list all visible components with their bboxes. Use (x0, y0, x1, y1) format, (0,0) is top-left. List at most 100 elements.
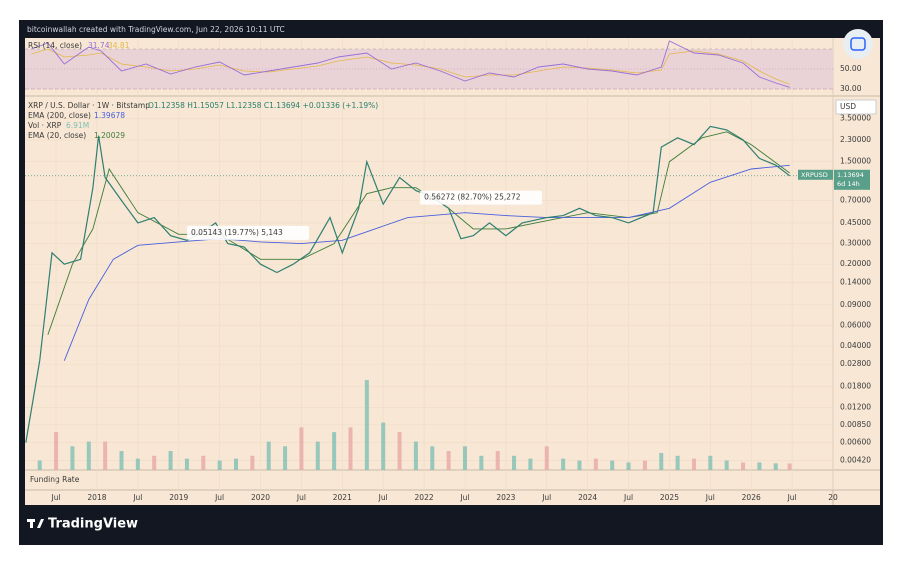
legend-value: 1.39678 (94, 111, 125, 120)
x-tick-label: Jul (623, 493, 633, 502)
volume-bar (233, 458, 238, 470)
rsi-line (31, 40, 790, 88)
volume-bar (757, 462, 762, 470)
rsi-band (25, 49, 833, 89)
volume-bar (103, 441, 108, 470)
ohlc: O1.12358 H1.15057 L1.12358 C1.13694 +0.0… (148, 101, 378, 110)
pane-label: Funding Rate (30, 475, 80, 484)
x-tick-label: Jul (787, 493, 797, 502)
volume-bar (168, 451, 173, 470)
volume-bar (691, 458, 696, 470)
volume-bar (528, 458, 533, 470)
volume-bar (348, 427, 353, 470)
x-tick-label: Jul (378, 493, 388, 502)
x-tick-label: Jul (132, 493, 142, 502)
volume-bar (217, 460, 222, 470)
volume-bar (659, 452, 664, 470)
rsi-name: RSI (14, close) (28, 41, 82, 50)
y-tick-label: 0.06000 (840, 320, 871, 329)
volume-bar (332, 432, 337, 470)
volume-bar (135, 458, 140, 470)
volume-bar (495, 451, 500, 470)
volume-bar (610, 460, 615, 470)
y-tick-label: 1.50000 (840, 157, 871, 166)
ema-line (47, 131, 790, 335)
volume-bar (250, 455, 255, 470)
volume-bar (413, 441, 418, 470)
currency[interactable]: USD (840, 102, 856, 111)
y-tick-label: 0.30000 (840, 239, 871, 248)
measure-box (187, 225, 310, 240)
measure-label: 0.05143 (19.77%) 5,143 (191, 228, 283, 237)
legend-value: 6.91M (66, 121, 89, 130)
volume-bar (724, 460, 729, 470)
countdown: 6d 14h (837, 180, 860, 188)
y-tick-label: 0.02800 (840, 359, 871, 368)
volume-bar (741, 462, 746, 470)
snapshot-icon (850, 37, 866, 51)
measure-label: 0.56272 (82.70%) 25,272 (424, 193, 521, 202)
legend-name: EMA (20, close) (28, 131, 86, 140)
legend-name: EMA (200, close) (28, 111, 91, 120)
logo-icon (27, 519, 44, 528)
y-tick-label: 0.20000 (840, 259, 871, 268)
volume-bar (512, 455, 517, 470)
last-price-symbol: XRPUSD (801, 171, 828, 179)
last-price-box (834, 169, 870, 190)
y-tick-label: 0.70000 (840, 195, 871, 204)
legend-value: 1.20029 (94, 131, 125, 140)
x-tick-label: Jul (705, 493, 715, 502)
volume-bar (642, 460, 647, 470)
volume-bar (397, 432, 402, 470)
ema-line (63, 164, 790, 361)
volume-bar (561, 458, 566, 470)
price-line (25, 125, 791, 443)
x-tick-label: Jul (459, 493, 469, 502)
snapshot-button[interactable] (843, 29, 873, 59)
y-tick-label: 0.45000 (840, 218, 871, 227)
logo: TradingView (48, 517, 138, 532)
volume-bar (37, 460, 42, 470)
currency-box[interactable] (835, 99, 877, 115)
x-tick-label: 2020 (251, 493, 270, 502)
y-tick-label: 0.00850 (840, 420, 871, 429)
y-tick-label: 3.50000 (840, 114, 871, 123)
y-tick-label: 0.09000 (840, 300, 871, 309)
x-tick-label: 2022 (415, 493, 434, 502)
last-price-value: 1.13694 (837, 171, 864, 179)
volume-bar (381, 422, 386, 470)
symbol-title: XRP / U.S. Dollar · 1W · Bitstamp (28, 101, 150, 110)
rsi-ma-value: 34.81 (108, 41, 130, 50)
volume-bar (201, 455, 206, 470)
volume-bar (462, 446, 467, 470)
x-tick-label: 2018 (87, 493, 106, 502)
volume-bar (577, 460, 582, 470)
rsi-value: 31.74 (88, 41, 110, 50)
volume-bar (299, 427, 304, 470)
volume-bar (430, 446, 435, 470)
x-tick-label: Jul (51, 493, 61, 502)
x-tick-label: 2021 (333, 493, 352, 502)
volume-bar (86, 441, 91, 470)
y-tick-label: 0.01200 (840, 402, 871, 411)
header: bitcoinwallah created with TradingView.c… (27, 25, 285, 34)
y-tick-label: 0.00600 (840, 438, 871, 447)
volume-bar (773, 463, 778, 470)
volume-bar (544, 446, 549, 470)
volume-bar (479, 455, 484, 470)
volume-bar (708, 455, 713, 470)
x-tick-label: 20 (828, 493, 838, 502)
measure-box (420, 190, 543, 205)
volume-bar (787, 463, 792, 470)
y-tick-label: 0.14000 (840, 277, 871, 286)
chart-area (25, 38, 880, 505)
rsi-tick-label: 50.00 (840, 64, 862, 73)
last-price-tag (798, 169, 833, 180)
legend-name: Vol · XRP (28, 121, 62, 130)
y-tick-label: 0.00420 (840, 456, 871, 465)
x-tick-label: 2025 (660, 493, 679, 502)
rsi-tick-label: 30.00 (840, 84, 862, 93)
x-tick-label: Jul (541, 493, 551, 502)
